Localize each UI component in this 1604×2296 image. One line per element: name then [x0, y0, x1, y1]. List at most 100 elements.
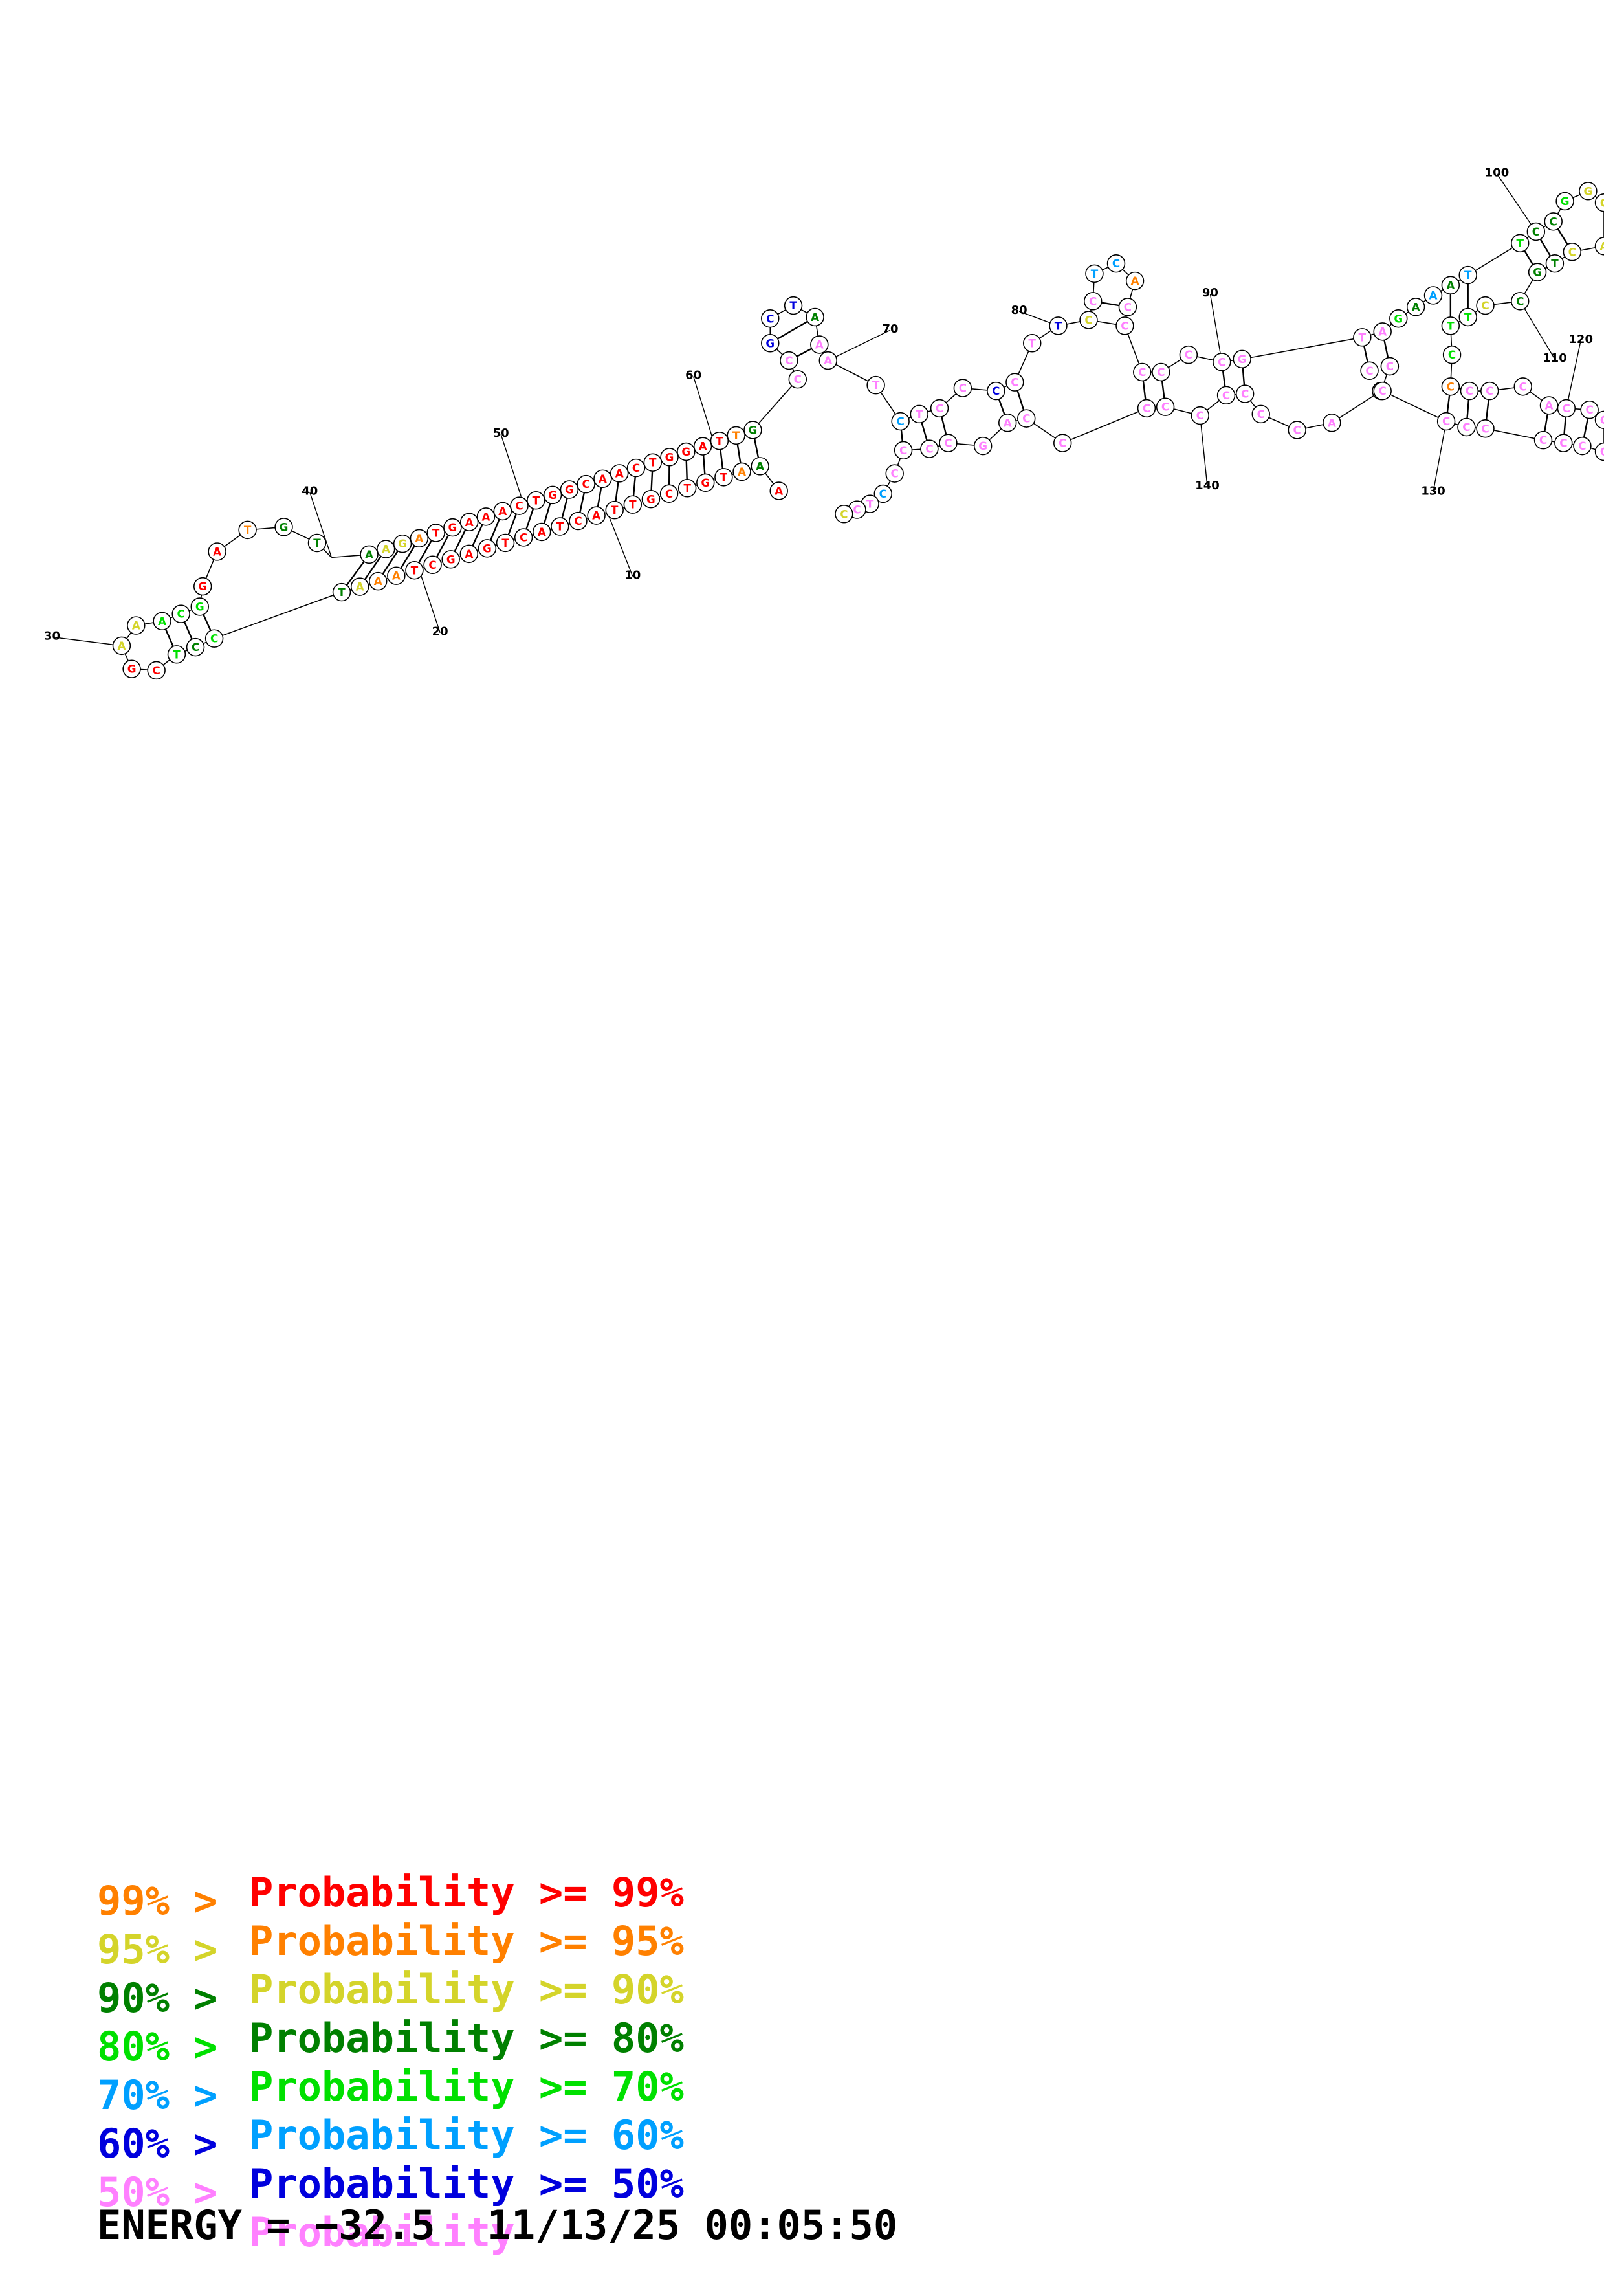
nucleotide-letter: C [632, 461, 640, 474]
nucleotide-letter: A [1378, 325, 1387, 338]
nucleotide: C [1514, 378, 1532, 395]
nucleotide-letter: A [132, 619, 140, 632]
position-tick [501, 434, 521, 496]
nucleotide-letter: T [716, 434, 723, 447]
nucleotide: T [1049, 317, 1067, 335]
backbone [214, 592, 342, 639]
nucleotide-letter: C [1161, 401, 1169, 414]
nucleotide: T [606, 502, 623, 519]
nucleotide-letter: G [665, 450, 674, 463]
nucleotide-letter: C [1185, 348, 1192, 361]
nucleotide: T [1459, 309, 1477, 326]
nucleotide: G [744, 421, 762, 439]
nucleotide-letter: A [738, 465, 746, 478]
nucleotide: C [148, 661, 165, 679]
nucleotide-letter: C [1089, 294, 1097, 307]
nucleotide: C [1252, 405, 1269, 423]
nucleotide-letter: A [1328, 416, 1336, 429]
nucleotide: G [394, 535, 412, 553]
nucleotide: A [208, 543, 226, 560]
nucleotide: T [551, 518, 569, 535]
nucleotide: T [867, 377, 884, 394]
nucleotide-letter: T [533, 494, 540, 507]
nucleotide-letter: C [1532, 225, 1540, 238]
nucleotide: G [1390, 310, 1407, 327]
position-label: 100 [1485, 166, 1510, 179]
nucleotide-letter: A [158, 615, 166, 628]
nucleotide-letter: C [785, 354, 793, 367]
legend-upper-bound: Probability >= 95% [249, 1921, 684, 1961]
nucleotide-letter: A [374, 575, 382, 588]
nucleotide: G [123, 660, 140, 678]
nucleotide-letter: C [574, 514, 582, 527]
position-label: 10 [624, 568, 641, 582]
nucleotide: C [1006, 373, 1024, 391]
nucleotide: A [819, 352, 837, 370]
nucleotide: A [1425, 287, 1442, 304]
nucleotide: A [478, 508, 495, 525]
nucleotide: C [1180, 346, 1197, 364]
nucleotide-letter: A [824, 354, 832, 367]
nucleotide: C [1511, 293, 1529, 310]
nucleotide-letter: T [1464, 269, 1472, 281]
nucleotide: C [1574, 437, 1591, 455]
nucleotide: C [1381, 358, 1398, 375]
position-label: 110 [1543, 351, 1567, 365]
position-tick [1566, 340, 1581, 408]
nucleotide: C [511, 497, 528, 514]
position-label: 30 [44, 629, 60, 643]
nucleotide-letter: T [338, 586, 346, 599]
nucleotide: G [974, 437, 992, 455]
nucleotide-letter: C [1568, 245, 1576, 258]
nucleotide: T [1459, 267, 1477, 284]
nucleotide: C [1213, 353, 1231, 371]
nucleotide-letter: C [1011, 376, 1018, 389]
position-label: 130 [1421, 485, 1445, 498]
nucleotide: G [560, 481, 578, 498]
nucleotide: A [1126, 272, 1144, 290]
nucleotide: G [191, 598, 208, 615]
nucleotide: G [478, 540, 496, 557]
nucleotide: T [1442, 317, 1459, 335]
nucleotide: C [515, 529, 533, 546]
nucleotide-letter: G [280, 520, 289, 533]
nucleotide-letter: G [978, 439, 987, 452]
nucleotide-letter: C [1462, 421, 1470, 434]
nucleotide: C [780, 352, 798, 370]
nucleotide: C [1084, 293, 1102, 310]
nucleotide-letter: A [538, 525, 546, 538]
nucleotide-letter: C [959, 382, 967, 395]
nucleotide-letter: T [1055, 319, 1062, 332]
nucleotide-letter: C [794, 373, 802, 386]
nucleotide-letter: G [765, 337, 775, 349]
nucleotide: A [494, 503, 511, 520]
nucleotide-letter: A [465, 516, 474, 529]
position-tick [52, 637, 122, 645]
legend-upper-bound: Probability >= 60% [249, 2115, 684, 2156]
nucleotide-letter: T [916, 408, 923, 421]
nucleotide: G [442, 551, 459, 568]
legend-upper-bound: Probability >= 90% [249, 1970, 684, 2010]
nucleotide-letter: C [1196, 409, 1204, 422]
nucleotide: T [497, 534, 514, 551]
energy-value: ENERGY = −32.5 [97, 2202, 435, 2249]
nucleotide-letter: C [1059, 437, 1066, 450]
nucleotide: C [577, 476, 595, 493]
nucleotide: C [569, 513, 587, 530]
nucleotide: A [460, 545, 478, 562]
nucleotide: T [644, 454, 661, 471]
nucleotide-letter: C [1143, 402, 1150, 415]
nucleotide: A [1596, 237, 1604, 255]
nucleotide: C [1438, 413, 1455, 430]
nucleotide-letter: C [944, 437, 952, 450]
position-label: 60 [685, 369, 701, 382]
nucleotide: G [194, 578, 212, 595]
nucleotide: C [424, 556, 441, 573]
nucleotide-letter: C [1578, 439, 1586, 452]
legend-upper-bound: Probability >= 50% [249, 2164, 684, 2204]
nucleotide: C [1442, 378, 1459, 395]
nucleotide: C [1134, 364, 1151, 381]
nucleotide-letter: C [582, 478, 589, 491]
nucleotide: T [427, 524, 445, 542]
nucleotide: C [628, 459, 645, 477]
